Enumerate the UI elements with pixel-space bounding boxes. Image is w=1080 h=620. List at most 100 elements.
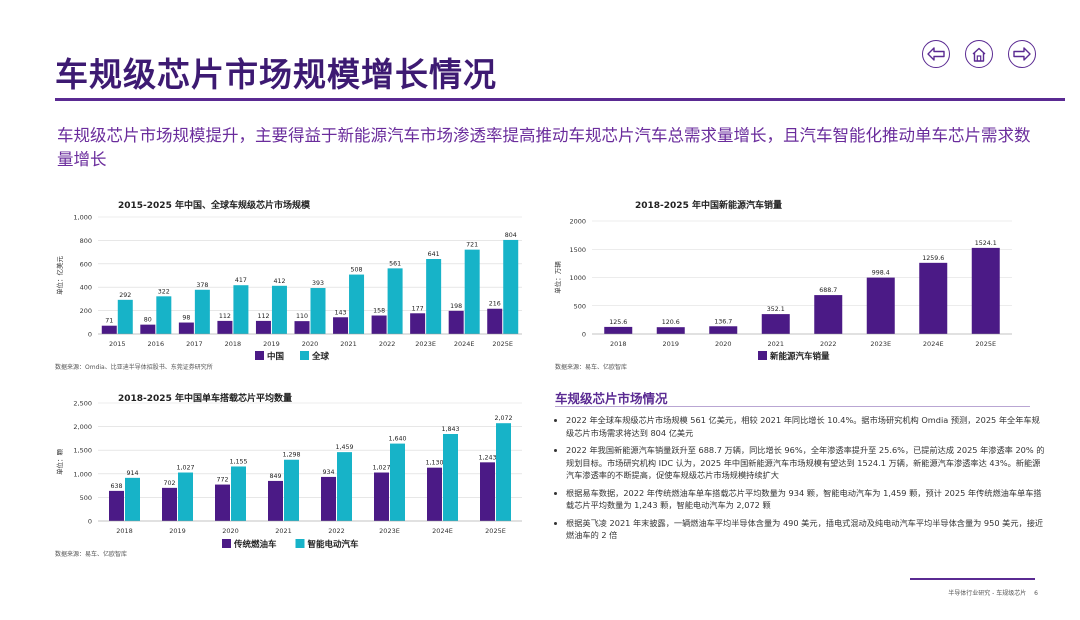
- chart1-source: 数据来源：Omdia、比亚迪半导体招股书、东莞证券研究所: [55, 364, 213, 371]
- data-label: 393: [312, 280, 324, 287]
- footer: 半导体行业研究 - 车规级芯片 6: [948, 588, 1038, 597]
- data-label: 412: [273, 278, 285, 285]
- x-tick-label: 2021: [340, 340, 357, 348]
- bar-智能电动汽车: [125, 477, 140, 521]
- footer-rule: [910, 578, 1035, 580]
- page-title: 车规级芯片市场规模增长情况: [55, 55, 497, 94]
- data-label: 1259.6: [922, 255, 944, 262]
- bar-新能源汽车销量: [971, 247, 1000, 334]
- bullet-item: 根据易车数据，2022 年传统燃油车单车搭载芯片平均数量为 934 颗，智能电动…: [566, 487, 1046, 512]
- data-label: 80: [144, 317, 152, 324]
- bullet-item: 2022 年我国新能源汽车销量跃升至 688.7 万辆，同比增长 96%，全年渗…: [566, 444, 1046, 482]
- bar-新能源汽车销量: [604, 326, 633, 334]
- y-tick-label: 2,000: [73, 423, 92, 431]
- chart1-global-china-chip-market: 0 200 400 600 800 1,000 单位：亿美元 71 292 2015 80 322 20…: [55, 214, 522, 362]
- bar-传统燃油车: [321, 476, 336, 521]
- data-label: 1,155: [229, 458, 247, 465]
- legend-swatch: [295, 539, 305, 548]
- home-button[interactable]: [965, 40, 993, 68]
- x-tick-label: 2021: [767, 340, 784, 348]
- bar-中国: [371, 315, 387, 334]
- data-label: 110: [296, 313, 308, 320]
- y-tick-label: 1,000: [73, 214, 92, 222]
- data-label: 702: [163, 480, 175, 487]
- data-label: 561: [389, 260, 401, 267]
- bar-中国: [448, 310, 464, 334]
- x-tick-label: 2021: [275, 527, 292, 535]
- chart2-title: 2018-2025 年中国新能源汽车销量: [635, 201, 782, 211]
- data-label: 998.4: [872, 270, 890, 277]
- bar-中国: [101, 325, 117, 334]
- data-label: 849: [269, 473, 281, 480]
- next-page-button[interactable]: [1008, 40, 1036, 68]
- chart2-nev-sales: 0 500 1000 1500 2000 单位：万辆 125.6 2018 120.6 2019 1…: [553, 218, 1012, 362]
- bar-全球: [503, 239, 519, 334]
- bar-传统燃油车: [427, 467, 442, 521]
- bar-全球: [117, 299, 133, 334]
- data-label: 198: [450, 303, 462, 310]
- chart3-title: 2018-2025 年中国单车搭载芯片平均数量: [118, 394, 292, 404]
- y-tick-label: 2000: [569, 218, 586, 226]
- legend-label: 中国: [267, 351, 284, 362]
- bullet-item: 2022 年全球车规级芯片市场规模 561 亿美元，相较 2021 年同比增长 …: [566, 414, 1046, 439]
- x-tick-label: 2022: [328, 527, 345, 535]
- data-label: 417: [235, 277, 247, 284]
- x-tick-label: 2020: [302, 340, 319, 348]
- y-tick-label: 800: [80, 237, 92, 245]
- legend-swatch: [758, 351, 767, 360]
- page-subtitle: 车规级芯片市场规模提升，主要得益于新能源汽车市场渗透率提高推动车规芯片汽车总需求…: [57, 126, 1031, 169]
- x-tick-label: 2024E: [923, 340, 944, 348]
- y-tick-label: 0: [88, 518, 92, 526]
- bar-全球: [426, 259, 442, 334]
- data-label: 1524.1: [975, 240, 997, 247]
- bar-智能电动汽车: [443, 434, 458, 521]
- legend-label: 新能源汽车销量: [770, 351, 830, 362]
- bar-智能电动汽车: [284, 459, 299, 521]
- x-tick-label: 2016: [148, 340, 165, 348]
- bar-中国: [178, 322, 194, 334]
- section-title: 车规级芯片市场情况: [555, 391, 668, 406]
- bar-传统燃油车: [109, 490, 124, 521]
- chart2-source: 数据来源：易车、亿欧智库: [555, 364, 628, 371]
- bar-全球: [271, 285, 287, 334]
- x-tick-label: 2022: [820, 340, 837, 348]
- data-label: 641: [428, 251, 440, 258]
- legend-label: 全球: [311, 351, 330, 362]
- x-tick-label: 2018: [610, 340, 627, 348]
- y-tick-label: 1500: [569, 246, 586, 254]
- x-tick-label: 2024E: [454, 340, 475, 348]
- bar-中国: [487, 308, 503, 334]
- bar-中国: [410, 313, 426, 334]
- bar-全球: [349, 274, 365, 334]
- x-tick-label: 2019: [169, 527, 186, 535]
- data-label: 772: [216, 477, 228, 484]
- y-axis-label: 单位：亿美元: [55, 256, 64, 296]
- data-label: 158: [373, 308, 385, 315]
- data-label: 2,072: [494, 415, 512, 422]
- bar-中国: [255, 320, 271, 334]
- footer-text: 半导体行业研究 - 车规级芯片: [948, 590, 1027, 597]
- x-tick-label: 2017: [186, 340, 203, 348]
- bullet-list: 2022 年全球车规级芯片市场规模 561 亿美元，相较 2021 年同比增长 …: [552, 414, 1046, 547]
- y-tick-label: 200: [80, 307, 92, 315]
- bar-智能电动汽车: [178, 472, 193, 521]
- y-tick-label: 500: [574, 302, 586, 310]
- bar-新能源汽车销量: [761, 314, 790, 334]
- prev-page-button[interactable]: [922, 40, 950, 68]
- data-label: 322: [158, 288, 170, 295]
- bar-传统燃油车: [374, 472, 389, 521]
- bar-智能电动汽车: [337, 452, 352, 521]
- data-label: 378: [196, 282, 208, 289]
- chart1-title: 2015-2025 年中国、全球车规级芯片市场规模: [118, 201, 310, 211]
- data-label: 804: [505, 232, 517, 239]
- data-label: 934: [322, 469, 334, 476]
- data-label: 71: [105, 318, 113, 325]
- bar-新能源汽车销量: [656, 327, 685, 334]
- data-label: 1,843: [441, 426, 459, 433]
- x-tick-label: 2025E: [492, 340, 513, 348]
- x-tick-label: 2025E: [485, 527, 506, 535]
- legend-swatch: [300, 351, 309, 360]
- data-label: 721: [466, 242, 478, 249]
- data-label: 177: [412, 305, 424, 312]
- x-tick-label: 2020: [715, 340, 732, 348]
